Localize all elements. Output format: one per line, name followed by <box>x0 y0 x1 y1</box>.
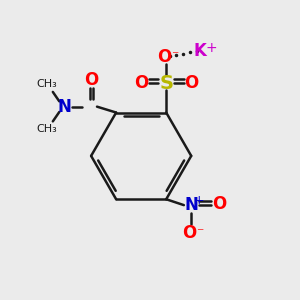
Text: CH₃: CH₃ <box>37 124 57 134</box>
Text: +: + <box>193 194 204 207</box>
Text: O: O <box>212 195 226 213</box>
Text: CH₃: CH₃ <box>37 79 57 89</box>
Text: N: N <box>184 196 198 214</box>
Text: O: O <box>84 71 98 89</box>
Text: ⁻: ⁻ <box>171 49 178 63</box>
Text: ⁻: ⁻ <box>196 226 203 240</box>
Text: O: O <box>134 74 148 92</box>
Text: O: O <box>183 224 197 242</box>
Text: N: N <box>58 98 71 116</box>
Text: O: O <box>184 74 198 92</box>
Text: O: O <box>158 48 172 66</box>
Text: K: K <box>194 42 206 60</box>
Text: +: + <box>206 41 217 55</box>
Text: S: S <box>159 74 173 93</box>
